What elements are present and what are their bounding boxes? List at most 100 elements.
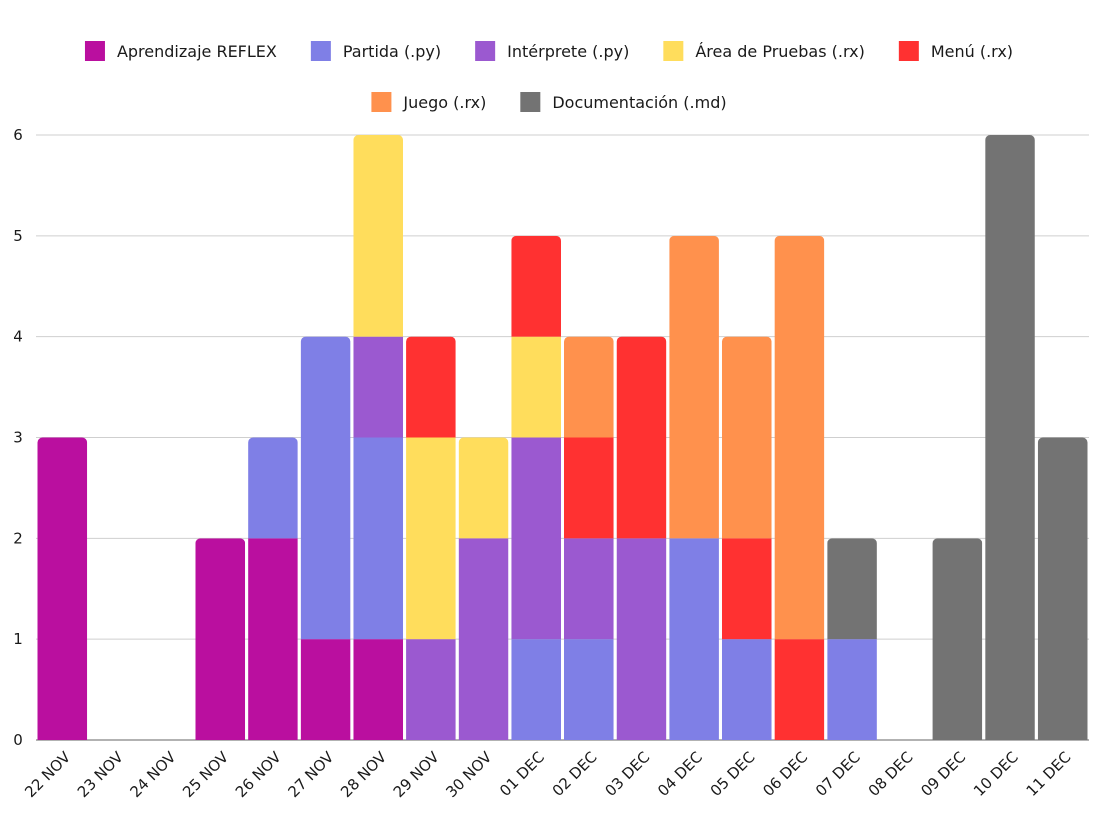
bar-stack [721,336,772,740]
bar-segment-area-de-pruebas-rx [458,437,509,539]
bar-segment-menu-rx [774,639,825,740]
bar-segment-aprendizaje-reflex [37,437,88,740]
bars [37,135,1088,740]
legend-item-partida-py: Partida (.py) [310,41,441,61]
x-tick-label: 28 NOV [337,748,390,801]
x-tick-label: 29 NOV [390,748,443,801]
y-tick-label: 1 [13,630,23,648]
x-axis: 22 NOV 23 NOV 24 NOV 25 NOV 26 NOV 27 NOV 28 N… [21,748,1074,801]
legend-swatch [520,92,541,112]
x-tick-label: 11 DEC [1023,748,1075,800]
bar-segment-partida-py [721,639,772,740]
bar-stack [985,135,1035,740]
bar-stack [669,235,719,740]
legend-label: Aprendizaje REFLEX [117,42,277,61]
legend-item-juego-rx: Juego (.rx) [371,92,486,112]
x-tick-label: 01 DEC [496,748,548,800]
bar-segment-documentacion-md [1037,437,1088,740]
bar-segment-aprendizaje-reflex [353,639,404,740]
x-tick-label: 04 DEC [654,748,706,800]
legend-item-documentacion-md: Documentación (.md) [520,92,727,112]
bar-stack [932,538,983,740]
legend-item-interprete-py: Intérprete (.py) [475,41,629,61]
x-tick-label: 22 NOV [21,748,74,801]
legend-swatch [663,41,684,61]
y-tick-label: 6 [13,126,23,144]
bar-stack [248,437,298,740]
legend-row: Aprendizaje REFLEX Partida (.py) Intérpret… [84,41,1013,61]
bar-segment-menu-rx [511,235,561,337]
y-tick-label: 3 [13,429,23,447]
bar-stack [300,336,351,740]
bar-segment-menu-rx [721,538,772,640]
x-tick-label: 03 DEC [601,748,653,800]
y-tick-label: 0 [13,731,23,749]
x-tick-label: 26 NOV [232,748,285,801]
bar-segment-interprete-py [353,336,404,438]
legend-item-aprendizaje-reflex: Aprendizaje REFLEX [84,41,277,61]
bar-segment-area-de-pruebas-rx [406,437,456,640]
bar-segment-documentacion-md [827,538,877,640]
x-tick-label: 30 NOV [442,748,495,801]
legend-item-area-de-pruebas-rx: Área de Pruebas (.rx) [663,41,865,61]
bar-segment-juego-rx [564,336,614,438]
bar-segment-area-de-pruebas-rx [353,135,404,337]
legend: Aprendizaje REFLEX Partida (.py) Intérpret… [84,41,1013,112]
bar-stack [564,336,614,740]
x-tick-label: 06 DEC [759,748,811,800]
bar-segment-juego-rx [721,336,772,539]
bar-stack [1037,437,1088,740]
legend-label: Área de Pruebas (.rx) [695,42,865,61]
legend-label: Menú (.rx) [931,42,1013,61]
x-tick-label: 05 DEC [707,748,759,800]
bar-segment-juego-rx [669,235,719,539]
x-tick-label: 10 DEC [970,748,1022,800]
bar-segment-interprete-py [564,538,614,640]
bar-stack [774,235,825,740]
legend-row: Juego (.rx) Documentación (.md) [371,92,727,112]
bar-segment-partida-py [353,437,404,640]
bar-segment-documentacion-md [985,135,1035,740]
bar-segment-interprete-py [616,538,667,740]
bar-stack [827,538,877,740]
bar-segment-interprete-py [511,437,561,640]
x-tick-label: 25 NOV [179,748,232,801]
legend-swatch [371,92,392,112]
bar-segment-partida-py [300,336,351,640]
bar-segment-menu-rx [406,336,456,438]
legend-swatch [475,41,496,61]
bar-stack [511,235,561,740]
y-tick-label: 2 [13,529,23,547]
bar-segment-partida-py [511,639,561,740]
bar-stack [37,437,88,740]
y-tick-label: 4 [13,328,23,346]
legend-item-menu-rx: Menú (.rx) [898,41,1013,61]
bar-segment-partida-py [248,437,298,539]
x-tick-label: 08 DEC [865,748,917,800]
bar-stack [616,336,667,740]
x-tick-label: 27 NOV [284,748,337,801]
bar-segment-interprete-py [406,639,456,740]
bar-segment-juego-rx [774,235,825,640]
bar-segment-aprendizaje-reflex [300,639,351,740]
y-axis: 0 1 2 3 4 5 6 [13,126,23,749]
bar-segment-aprendizaje-reflex [195,538,246,740]
bar-segment-menu-rx [616,336,667,539]
bar-segment-documentacion-md [932,538,983,740]
x-tick-label: 24 NOV [126,748,179,801]
x-tick-label: 07 DEC [812,748,864,800]
bar-segment-partida-py [669,538,719,740]
bar-stack [195,538,246,740]
legend-swatch [310,41,331,61]
bar-segment-aprendizaje-reflex [248,538,298,740]
bar-segment-area-de-pruebas-rx [511,336,561,438]
legend-swatch [898,41,919,61]
bar-segment-menu-rx [564,437,614,539]
legend-label: Documentación (.md) [552,93,726,112]
legend-label: Intérprete (.py) [507,42,629,61]
legend-label: Juego (.rx) [402,93,486,112]
x-tick-label: 23 NOV [74,748,127,801]
legend-swatch [84,41,105,61]
